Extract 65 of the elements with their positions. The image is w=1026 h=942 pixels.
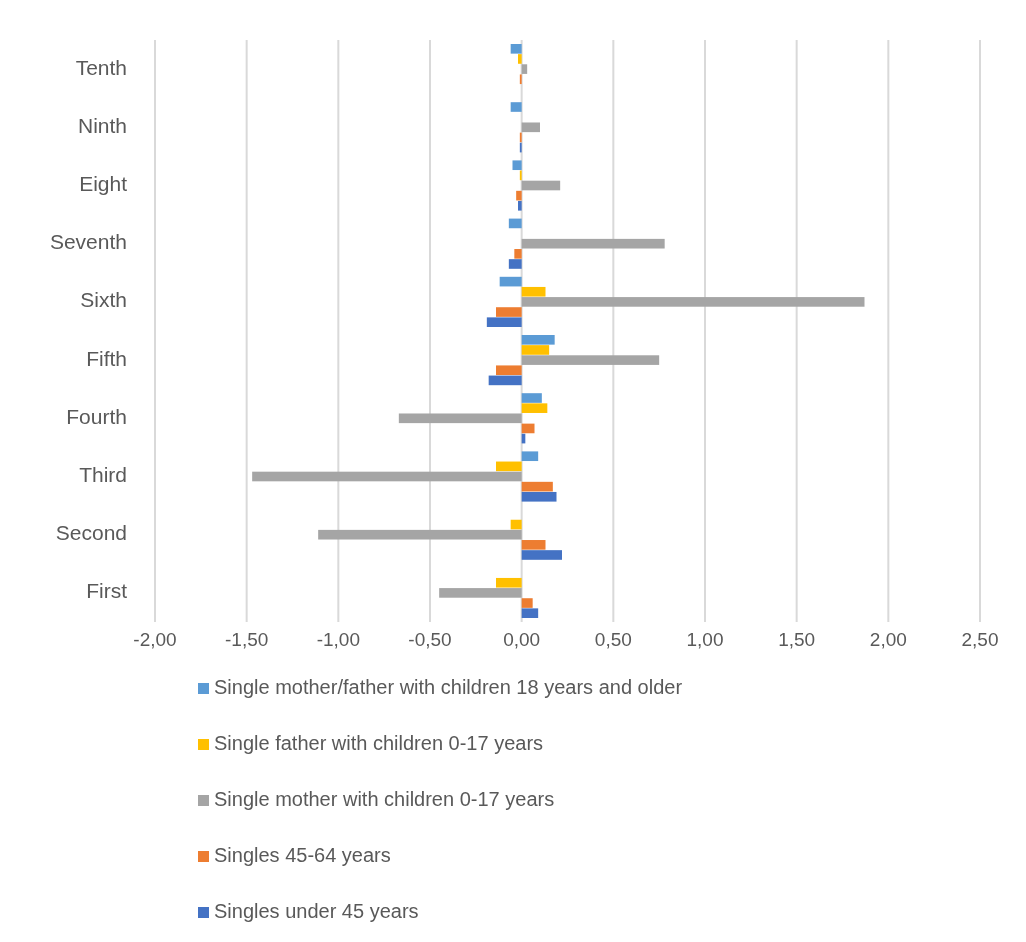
bar: [521, 64, 528, 74]
bar: [521, 423, 535, 434]
bar: [518, 200, 522, 211]
bar: [496, 307, 522, 317]
bar: [521, 393, 542, 403]
x-tick-label: 1,00: [686, 629, 724, 650]
bar: [488, 375, 522, 386]
bar: [521, 608, 539, 618]
y-tick-label: Ninth: [77, 113, 127, 137]
y-tick-label: Sixth: [80, 288, 127, 312]
bar: [510, 519, 522, 530]
bar: [521, 355, 660, 365]
bar: [521, 335, 555, 345]
bar: [510, 102, 522, 112]
legend-label: Single mother with children 0-17 years: [214, 788, 555, 811]
bar: [521, 598, 533, 608]
bar: [252, 471, 522, 482]
bar: [508, 218, 522, 229]
bar: [521, 286, 546, 297]
bar: [521, 451, 539, 462]
legend-label: Single mother/father with children 18 years and older: [214, 676, 683, 699]
bar: [521, 403, 548, 413]
bar: [521, 345, 550, 355]
y-tick-label: Eight: [79, 172, 128, 196]
x-tick-label: -1,00: [316, 629, 360, 650]
bar: [521, 550, 562, 560]
bar: [518, 54, 522, 64]
bar: [521, 481, 553, 492]
bar: [510, 44, 522, 54]
bar: [521, 122, 540, 133]
y-tick-label: Second: [55, 521, 127, 545]
bar: [439, 588, 522, 598]
bar: [398, 413, 522, 424]
bar: [499, 276, 522, 287]
x-tick-label: -0,50: [408, 629, 452, 650]
legend-label: Singles 45-64 years: [214, 844, 391, 867]
x-tick-label: -1,50: [225, 629, 269, 650]
bar: [521, 540, 546, 550]
bar: [514, 249, 522, 259]
legend-label: Single father with children 0-17 years: [214, 732, 544, 755]
y-tick-label: First: [86, 579, 128, 603]
bar: [496, 461, 522, 472]
x-tick-label: 0,50: [594, 629, 632, 650]
y-tick-label: Fourth: [66, 404, 127, 428]
bar: [516, 190, 522, 201]
bar: [521, 238, 665, 249]
bar: [508, 259, 522, 269]
bar: [521, 180, 561, 191]
y-tick-label: Tenth: [75, 55, 127, 79]
bar: [496, 365, 522, 376]
x-tick-label: -2,00: [133, 629, 177, 650]
y-tick-label: Seventh: [49, 230, 127, 254]
y-tick-label: Third: [79, 463, 127, 487]
y-tick-label: Fifth: [86, 346, 127, 370]
bar: [521, 297, 865, 307]
bar: [496, 577, 522, 588]
bar: [512, 160, 522, 171]
legend-label: Singles under 45 years: [214, 900, 419, 923]
bar: [521, 491, 557, 502]
x-tick-label: 0,00: [503, 629, 541, 650]
x-tick-label: 2,50: [961, 629, 999, 650]
x-tick-label: 1,50: [778, 629, 816, 650]
bar: [486, 317, 522, 327]
bar: [318, 529, 522, 540]
x-tick-label: 2,00: [869, 629, 907, 650]
